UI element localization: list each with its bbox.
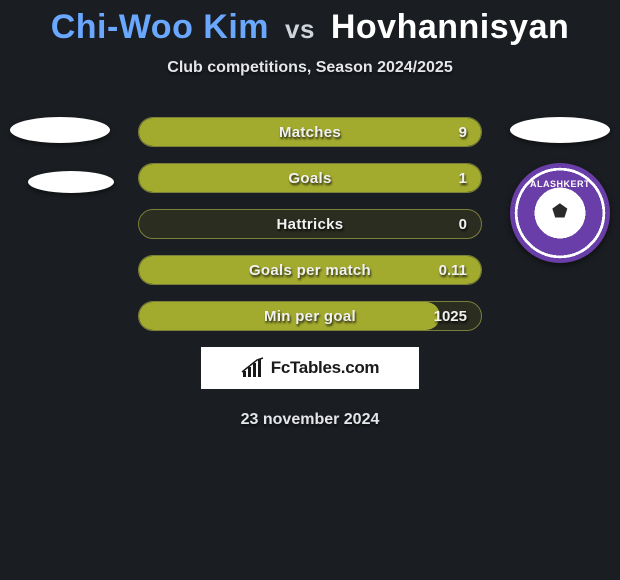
stat-label: Hattricks — [139, 210, 481, 238]
player1-club — [28, 171, 114, 193]
stat-label: Matches — [139, 118, 481, 146]
player1-badges — [10, 117, 114, 193]
stat-label: Goals per match — [139, 256, 481, 284]
stat-value: 0 — [459, 210, 467, 238]
stat-value: 1 — [459, 164, 467, 192]
brand-text: FcTables.com — [271, 358, 380, 378]
stat-bar-matches: Matches 9 — [138, 117, 482, 147]
player2-badges — [510, 117, 610, 263]
stat-value: 0.11 — [439, 256, 467, 284]
stat-bar-goals: Goals 1 — [138, 163, 482, 193]
player2-flag — [510, 117, 610, 143]
date: 23 november 2024 — [0, 411, 620, 429]
stat-bars: Matches 9 Goals 1 Hattricks 0 Goals per … — [138, 117, 482, 331]
brand-watermark: FcTables.com — [201, 347, 419, 389]
comparison-content: Matches 9 Goals 1 Hattricks 0 Goals per … — [0, 117, 620, 429]
stat-bar-mpg: Min per goal 1025 — [138, 301, 482, 331]
page-title: Chi-Woo Kim vs Hovhannisyan — [0, 0, 620, 47]
subtitle: Club competitions, Season 2024/2025 — [0, 59, 620, 77]
player2-club-badge — [510, 163, 610, 263]
stat-bar-hattricks: Hattricks 0 — [138, 209, 482, 239]
stat-value: 9 — [459, 118, 467, 146]
bar-chart-icon — [241, 357, 267, 379]
player1-flag — [10, 117, 110, 143]
player2-name: Hovhannisyan — [331, 8, 569, 46]
stat-bar-gpm: Goals per match 0.11 — [138, 255, 482, 285]
soccer-ball-icon — [542, 195, 578, 231]
stat-label: Goals — [139, 164, 481, 192]
player1-name: Chi-Woo Kim — [51, 8, 269, 46]
stat-label: Min per goal — [139, 302, 481, 330]
vs-text: vs — [279, 14, 321, 44]
stat-value: 1025 — [434, 302, 467, 330]
